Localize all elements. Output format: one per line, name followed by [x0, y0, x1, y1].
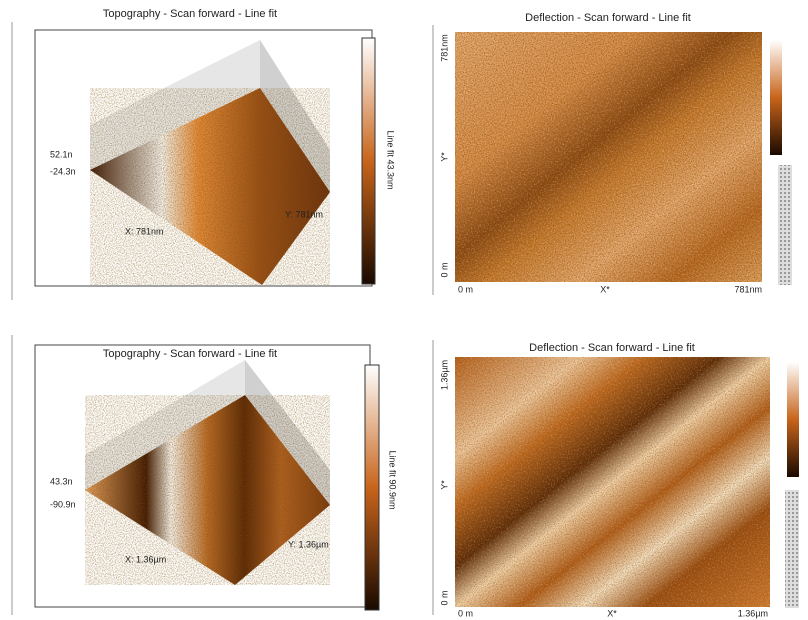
- z-min: -24.3n: [50, 166, 76, 176]
- y-axis: Y*: [439, 480, 449, 490]
- panel-2d-1: Deflection - Scan forward - Line fit 781…: [433, 12, 792, 295]
- y-size: Y: 781nm: [285, 209, 323, 219]
- z-min: -90.9n: [50, 499, 76, 509]
- scale-bar: [785, 490, 799, 608]
- panel-3d-2: Topography - Scan forward - Line fit 43.…: [12, 335, 398, 615]
- x-min: 0 m: [458, 284, 473, 294]
- title: Topography - Scan forward - Line fit: [103, 348, 277, 360]
- colorbar: [787, 362, 799, 477]
- x-axis: X*: [607, 608, 617, 618]
- z-max: 43.3n: [50, 476, 73, 486]
- x-size: X: 1.36µm: [125, 554, 166, 564]
- title: Deflection - Scan forward - Line fit: [525, 12, 691, 24]
- scan-texture: [455, 357, 770, 607]
- colorbar: [770, 40, 782, 155]
- scale-bar: [778, 165, 792, 285]
- x-min: 0 m: [458, 608, 473, 618]
- colorbar-label: Line fit 43.3nm: [386, 130, 396, 189]
- screen: Topography - Scan forward - Line fit 52.…: [0, 0, 808, 620]
- y-min: 0 m: [439, 262, 449, 277]
- y-size: Y: 1.36µm: [288, 539, 329, 549]
- panel-2d-2: Deflection - Scan forward - Line fit 1.3…: [433, 340, 799, 618]
- colorbar-label: Line fit 90.9nm: [388, 450, 398, 509]
- z-max: 52.1n: [50, 149, 73, 159]
- colorbar: [365, 365, 379, 610]
- colorbar: [362, 38, 375, 284]
- x-size: X: 781nm: [125, 226, 164, 236]
- scan-texture: [455, 32, 762, 282]
- x-axis: X*: [600, 284, 610, 294]
- y-max: 781nm: [439, 34, 449, 62]
- panel-3d-1: Topography - Scan forward - Line fit 52.…: [12, 8, 396, 300]
- y-min: 0 m: [439, 590, 449, 605]
- y-axis: Y*: [439, 152, 449, 162]
- title: Topography - Scan forward - Line fit: [103, 8, 277, 20]
- y-max: 1.36µm: [439, 360, 449, 390]
- x-max: 1.36µm: [738, 608, 768, 618]
- page: Topography - Scan forward - Line fit 52.…: [0, 0, 808, 620]
- title: Deflection - Scan forward - Line fit: [529, 342, 695, 354]
- x-max: 781nm: [734, 284, 762, 294]
